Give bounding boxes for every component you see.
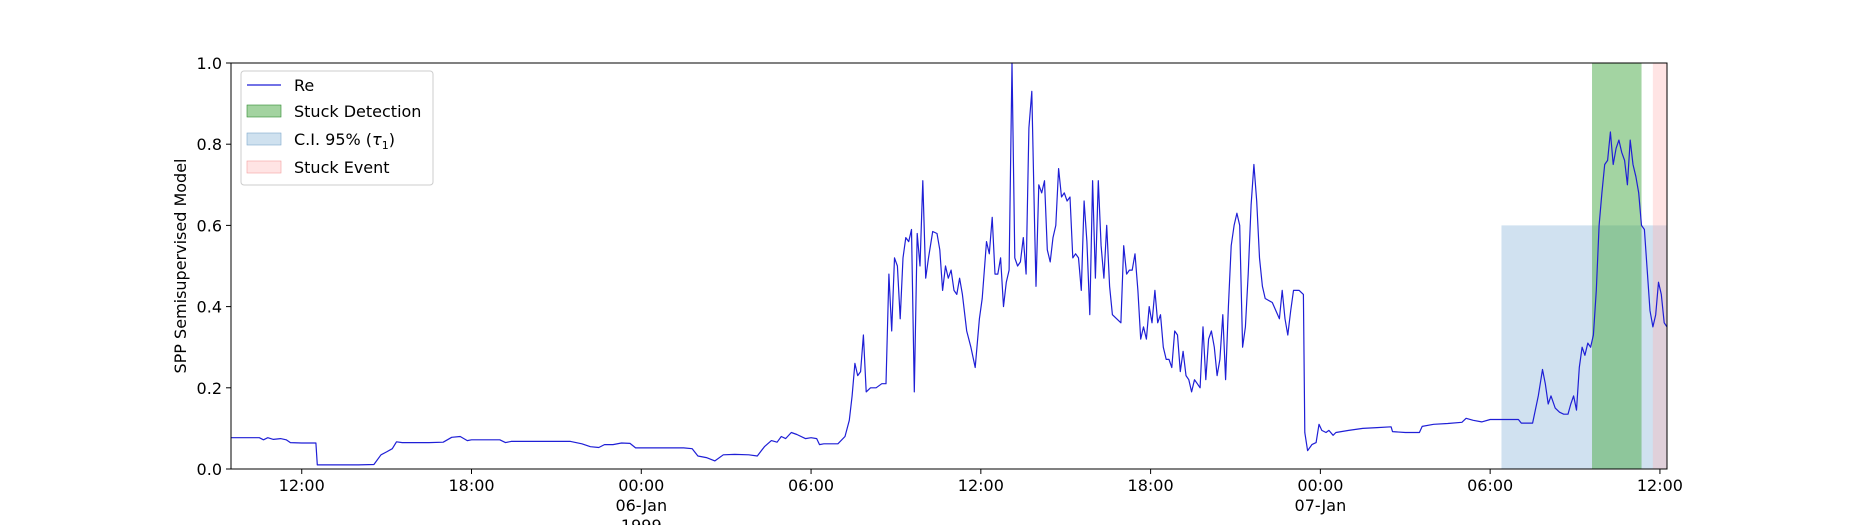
series-lines xyxy=(231,62,1668,466)
y-tick-label: 0.0 xyxy=(197,460,222,479)
shaded-regions xyxy=(1501,63,1667,469)
series-line-re xyxy=(231,62,1668,466)
x-tick-label: 06-Jan xyxy=(615,496,667,515)
legend-label: Stuck Detection xyxy=(294,102,421,121)
legend-swatch-patch xyxy=(246,160,282,174)
x-tick-label: 18:00 xyxy=(1128,476,1174,495)
legend: Re Stuck Detection C.I. 95% (τ1) Stuck Even… xyxy=(240,70,434,186)
y-axis: 0.0 0.2 0.4 0.6 0.8 1.0 xyxy=(197,54,231,479)
y-tick-label: 1.0 xyxy=(197,54,222,73)
legend-label: C.I. 95% (τ1) xyxy=(294,130,395,152)
x-tick-label: 12:00 xyxy=(1637,476,1683,495)
legend-swatch-patch xyxy=(246,132,282,146)
legend-frame xyxy=(240,70,434,186)
x-tick-label: 06:00 xyxy=(788,476,834,495)
y-tick-label: 0.8 xyxy=(197,135,222,154)
x-tick-label: 18:00 xyxy=(448,476,494,495)
legend-label: Re xyxy=(294,76,314,95)
plot-background xyxy=(231,63,1667,469)
x-tick-label: 07-Jan xyxy=(1295,496,1347,515)
y-tick-label: 0.6 xyxy=(197,216,222,235)
x-tick-label: 12:00 xyxy=(958,476,1004,495)
y-tick-label: 0.4 xyxy=(197,298,222,317)
y-axis-title: SPP Semisupervised Model xyxy=(171,159,190,374)
region-stuck-event xyxy=(1652,63,1667,469)
region-c-i-95 xyxy=(1501,225,1667,469)
region-stuck-detection xyxy=(1592,63,1642,469)
legend-label: Stuck Event xyxy=(294,158,390,177)
legend-swatch-patch xyxy=(246,104,282,118)
x-tick-label: 06:00 xyxy=(1467,476,1513,495)
x-tick-label: 00:00 xyxy=(1297,476,1343,495)
plot-frame xyxy=(230,62,1668,470)
x-tick-label: 1999 xyxy=(621,516,662,525)
x-axis: 12:0018:0000:0006-Jan199906:0012:0018:00… xyxy=(279,469,1683,525)
x-tick-label: 00:00 xyxy=(618,476,664,495)
x-tick-label: 12:00 xyxy=(279,476,325,495)
y-tick-label: 0.2 xyxy=(197,379,222,398)
